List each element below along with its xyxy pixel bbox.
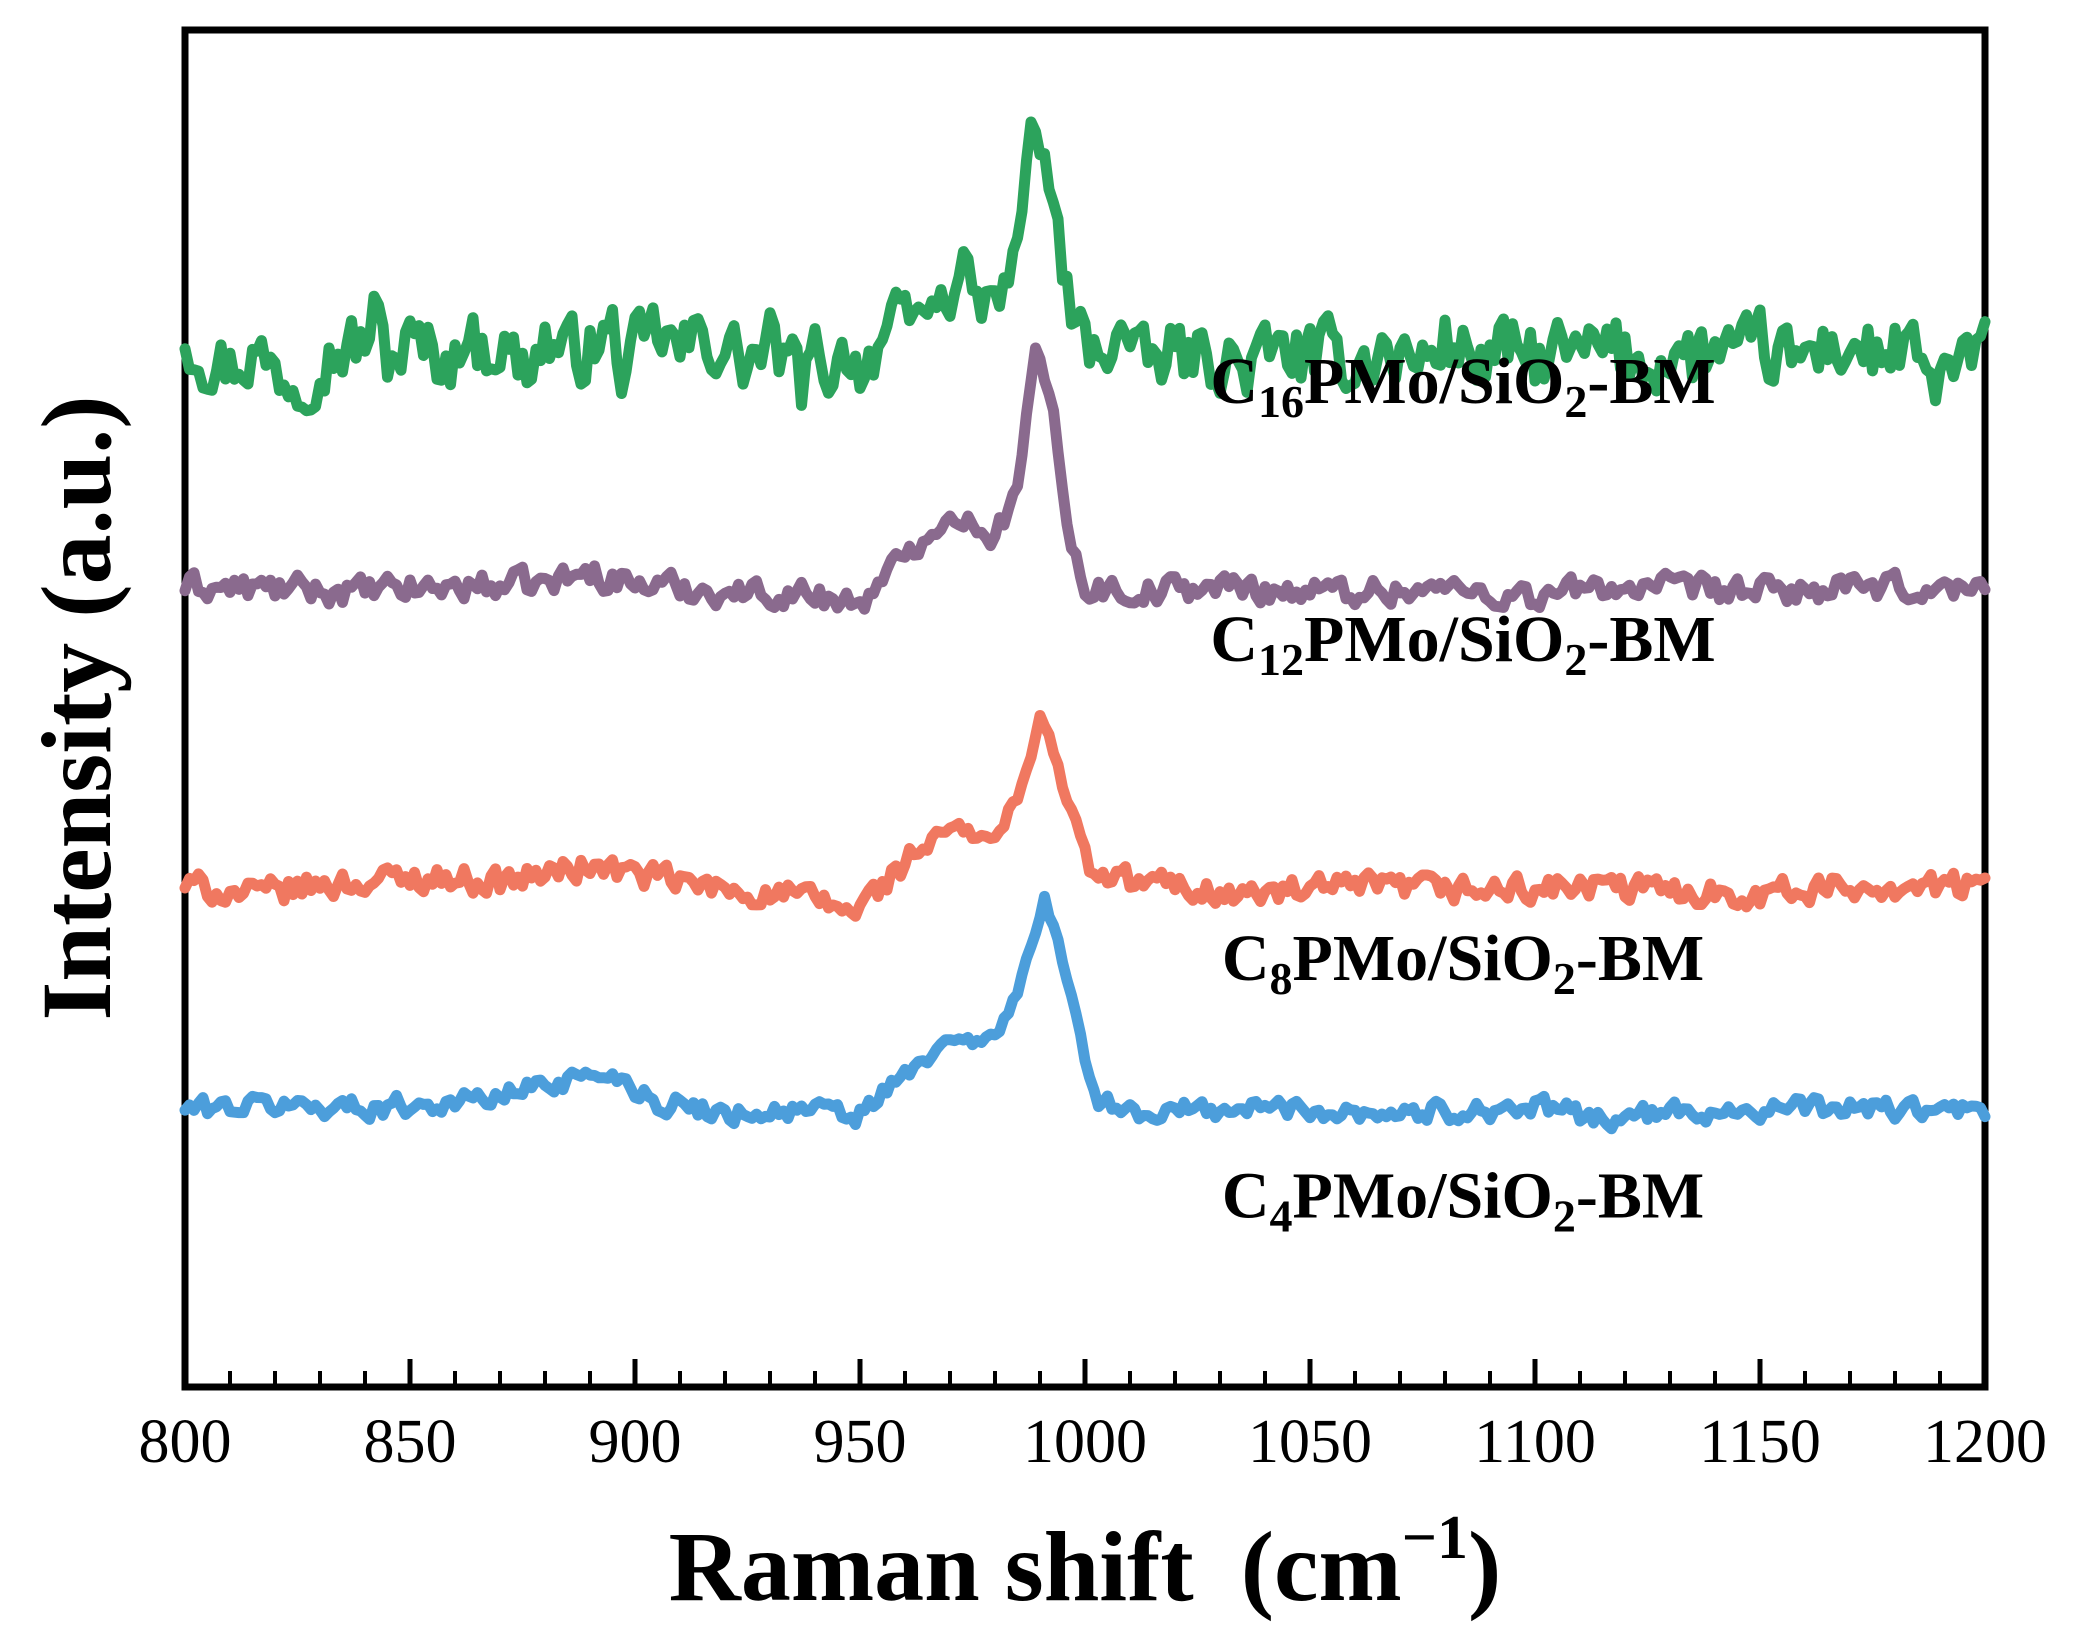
y-axis-title: Intensity (a.u.) (21, 395, 132, 1020)
series-label-12: C12PMo/SiO2-BM (1210, 603, 1715, 685)
series-line-12 (179, 342, 1991, 615)
x-axis-title: Raman shift (cm−1) (669, 1504, 1502, 1622)
series-label-16: C16PMo/SiO2-BM (1210, 345, 1715, 427)
x-tick-label: 900 (589, 1408, 682, 1476)
series-label-4: C4PMo/SiO2-BM (1222, 1159, 1704, 1241)
x-tick-label: 800 (139, 1408, 232, 1476)
series-label-8: C8PMo/SiO2-BM (1222, 922, 1704, 1004)
x-tick-label: 950 (814, 1408, 907, 1476)
series-line-8 (179, 710, 1991, 922)
series-lines (179, 116, 1991, 1135)
x-tick-label: 850 (364, 1408, 457, 1476)
x-tick-label: 1000 (1023, 1408, 1147, 1476)
series-labels: C16PMo/SiO2-BM C12PMo/SiO2-BM C8PMo/SiO2-B… (1210, 345, 1715, 1241)
x-tick-label: 1150 (1699, 1408, 1821, 1476)
x-tick-label: 1100 (1474, 1408, 1596, 1476)
x-ticks (182, 1359, 1988, 1387)
x-tick-label: 1050 (1248, 1408, 1372, 1476)
plot-frame (181, 26, 1989, 1391)
series-line-16 (179, 116, 1991, 417)
series-line-4 (179, 890, 1991, 1135)
x-tick-label: 1200 (1923, 1408, 2047, 1476)
x-tick-labels: 800 850 900 950 1000 1050 1100 1150 1200 (139, 1408, 2048, 1476)
